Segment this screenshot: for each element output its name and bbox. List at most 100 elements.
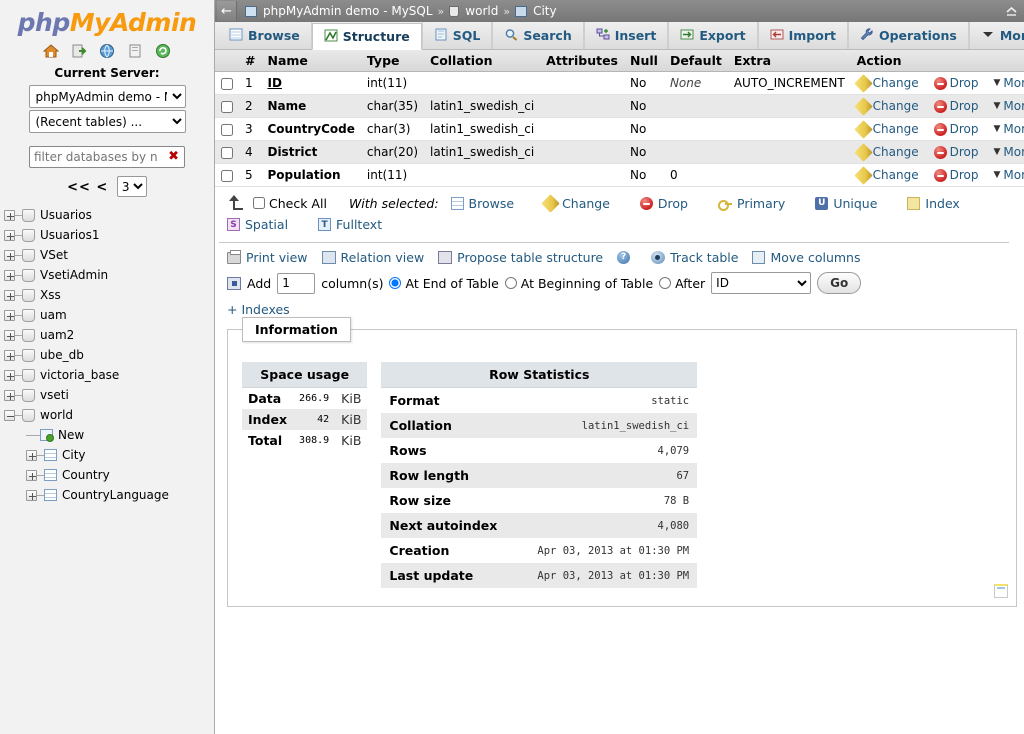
with-selected-change[interactable]: Change — [541, 193, 610, 213]
back-arrow-icon[interactable]: ← — [217, 1, 237, 21]
row-checkbox-cell[interactable] — [215, 163, 239, 187]
minus-icon[interactable] — [4, 409, 15, 421]
row-checkbox-cell[interactable] — [215, 140, 239, 164]
breadcrumb-database[interactable]: world — [465, 4, 499, 18]
col-header-action[interactable]: Action — [850, 50, 1024, 72]
recent-tables-select[interactable]: (Recent tables) ... — [28, 110, 186, 133]
col-header-extra[interactable]: Extra — [727, 50, 851, 72]
plus-icon[interactable] — [4, 329, 15, 341]
phpmyadmin-logo[interactable]: phpMyAdmin — [0, 0, 214, 41]
after-column-option[interactable]: After — [659, 276, 705, 291]
change-link[interactable]: Change — [872, 145, 919, 159]
change-link[interactable]: Change — [872, 168, 919, 182]
plus-icon[interactable] — [4, 229, 15, 241]
view-link-track-table[interactable]: Track table — [651, 250, 738, 265]
plus-icon[interactable] — [4, 289, 15, 301]
plus-icon[interactable] — [26, 449, 37, 461]
more-link[interactable]: More — [1003, 122, 1024, 136]
plus-icon[interactable] — [4, 389, 15, 401]
more-link[interactable]: More — [1003, 145, 1024, 159]
server-select[interactable]: phpMyAdmin demo - My — [28, 85, 186, 108]
check-all-checkbox[interactable] — [253, 197, 265, 209]
view-link-propose-table-structure[interactable]: Propose table structure — [438, 250, 603, 265]
after-column-select[interactable]: ID — [711, 272, 812, 294]
at-end-radio[interactable] — [389, 277, 402, 289]
col-header-type[interactable]: Type — [360, 50, 425, 72]
row-checkbox[interactable] — [221, 100, 233, 113]
db-tree-item[interactable]: vseti — [4, 385, 214, 405]
table-tree-item[interactable]: New — [4, 425, 214, 445]
drop-link[interactable]: Drop — [949, 122, 979, 136]
table-tree-item[interactable]: Country — [4, 465, 214, 485]
col-header-default[interactable]: Default — [663, 50, 728, 72]
tab-structure[interactable]: Structure — [311, 23, 422, 50]
docs-icon[interactable] — [99, 43, 115, 59]
more-action[interactable]: ▼More — [993, 145, 1024, 159]
tab-operations[interactable]: Operations — [847, 22, 969, 49]
at-beginning-radio[interactable] — [504, 277, 517, 289]
db-tree-item[interactable]: VsetiAdmin — [4, 265, 214, 285]
add-column-count-input[interactable] — [277, 272, 316, 294]
indexes-toggle-link[interactable]: + Indexes — [227, 302, 290, 317]
db-tree-item[interactable]: Usuarios1 — [4, 225, 214, 245]
structure-row[interactable]: 2 Name char(35) latin1_swedish_ci No Change Dr… — [215, 94, 1024, 118]
change-action[interactable]: Change — [853, 96, 921, 116]
structure-row[interactable]: 1 ID int(11) No None AUTO_INCREMENT Change Drop… — [215, 71, 1024, 95]
more-action[interactable]: ▼More — [993, 168, 1024, 182]
drop-action[interactable]: Drop — [933, 122, 981, 136]
db-tree-item[interactable]: Xss — [4, 285, 214, 305]
help-icon[interactable]: ? — [617, 251, 631, 264]
more-link[interactable]: More — [1003, 76, 1024, 90]
with-selected-index[interactable]: Index — [907, 196, 960, 211]
change-action[interactable]: Change — [853, 165, 921, 185]
tab-browse[interactable]: Browse — [218, 22, 312, 49]
tab-insert[interactable]: Insert — [583, 22, 669, 49]
change-action[interactable]: Change — [853, 119, 921, 139]
pager-page-select[interactable]: 3 — [116, 176, 147, 197]
with-selected-fulltext[interactable]: T Fulltext — [318, 217, 382, 232]
check-all-control[interactable]: Check All — [253, 196, 327, 211]
pager-prev-arrows[interactable]: << < — [67, 179, 109, 195]
view-link-help[interactable]: ? — [617, 251, 635, 264]
view-link-print-view[interactable]: Print view — [227, 249, 308, 265]
go-button[interactable]: Go — [817, 272, 862, 294]
with-selected-browse[interactable]: Browse — [450, 196, 514, 211]
drop-action[interactable]: Drop — [933, 168, 981, 182]
tab-import[interactable]: Import — [757, 22, 848, 49]
structure-row[interactable]: 4 District char(20) latin1_swedish_ci No Chan… — [215, 140, 1024, 164]
row-checkbox[interactable] — [221, 146, 233, 159]
structure-row[interactable]: 3 CountryCode char(3) latin1_swedish_ci No Ch… — [215, 117, 1024, 141]
view-link-move-columns[interactable]: Move columns — [752, 250, 861, 265]
plus-icon[interactable] — [4, 309, 15, 321]
with-selected-primary[interactable]: Primary — [718, 196, 785, 211]
with-selected-unique[interactable]: U Unique — [815, 196, 877, 211]
plus-icon[interactable] — [4, 369, 15, 381]
information-tab[interactable]: Information — [242, 317, 351, 342]
row-checkbox-cell[interactable] — [215, 71, 239, 95]
row-checkbox-cell[interactable] — [215, 94, 239, 118]
home-icon[interactable] — [43, 43, 60, 59]
change-link[interactable]: Change — [872, 99, 919, 113]
col-header-null[interactable]: Null — [624, 50, 664, 72]
db-tree-item[interactable]: Usuarios — [4, 205, 214, 225]
at-end-of-table-option[interactable]: At End of Table — [389, 276, 499, 291]
row-checkbox[interactable] — [221, 123, 233, 136]
console-icon[interactable] — [994, 584, 1008, 598]
tab-export[interactable]: Export — [668, 22, 758, 49]
plus-icon[interactable] — [4, 269, 15, 281]
table-tree-item[interactable]: City — [4, 445, 214, 465]
col-header-checkbox[interactable] — [215, 50, 239, 72]
plus-icon[interactable] — [4, 209, 15, 221]
col-header-#[interactable]: # — [239, 50, 262, 72]
drop-action[interactable]: Drop — [933, 76, 981, 90]
col-header-name[interactable]: Name — [261, 50, 361, 72]
filter-databases-input[interactable] — [30, 147, 160, 167]
db-tree-item[interactable]: victoria_base — [4, 365, 214, 385]
more-action[interactable]: ▼More — [993, 76, 1024, 90]
after-radio[interactable] — [659, 277, 672, 289]
col-header-collation[interactable]: Collation — [424, 50, 541, 72]
reload-icon[interactable] — [155, 43, 171, 59]
plus-icon[interactable] — [26, 469, 37, 481]
change-action[interactable]: Change — [853, 73, 921, 93]
